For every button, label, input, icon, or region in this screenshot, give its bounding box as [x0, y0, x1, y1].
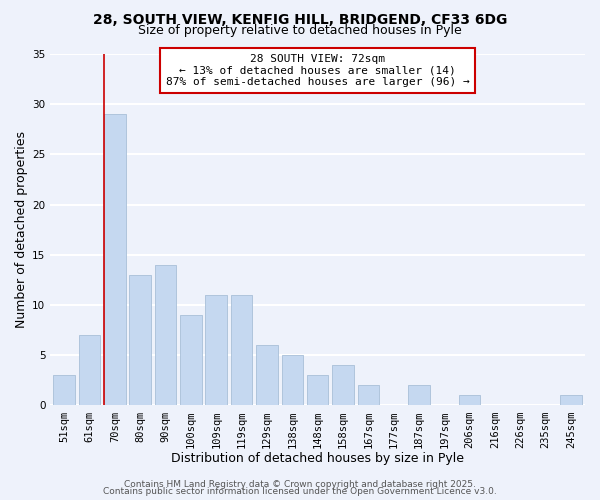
Bar [104, 114, 125, 406]
Bar [307, 376, 328, 406]
Bar [205, 295, 227, 406]
Text: 28, SOUTH VIEW, KENFIG HILL, BRIDGEND, CF33 6DG: 28, SOUTH VIEW, KENFIG HILL, BRIDGEND, C… [93, 12, 507, 26]
Bar [180, 315, 202, 406]
Text: Contains public sector information licensed under the Open Government Licence v3: Contains public sector information licen… [103, 487, 497, 496]
Bar [130, 275, 151, 406]
Bar [79, 335, 100, 406]
Bar [459, 396, 481, 406]
Bar [408, 386, 430, 406]
Text: Contains HM Land Registry data © Crown copyright and database right 2025.: Contains HM Land Registry data © Crown c… [124, 480, 476, 489]
Bar [281, 356, 303, 406]
Bar [358, 386, 379, 406]
Y-axis label: Number of detached properties: Number of detached properties [15, 131, 28, 328]
Bar [332, 366, 354, 406]
Bar [256, 345, 278, 406]
X-axis label: Distribution of detached houses by size in Pyle: Distribution of detached houses by size … [171, 452, 464, 465]
Text: 28 SOUTH VIEW: 72sqm
← 13% of detached houses are smaller (14)
87% of semi-detac: 28 SOUTH VIEW: 72sqm ← 13% of detached h… [166, 54, 470, 87]
Bar [155, 265, 176, 406]
Bar [53, 376, 75, 406]
Bar [231, 295, 253, 406]
Bar [560, 396, 582, 406]
Text: Size of property relative to detached houses in Pyle: Size of property relative to detached ho… [138, 24, 462, 37]
